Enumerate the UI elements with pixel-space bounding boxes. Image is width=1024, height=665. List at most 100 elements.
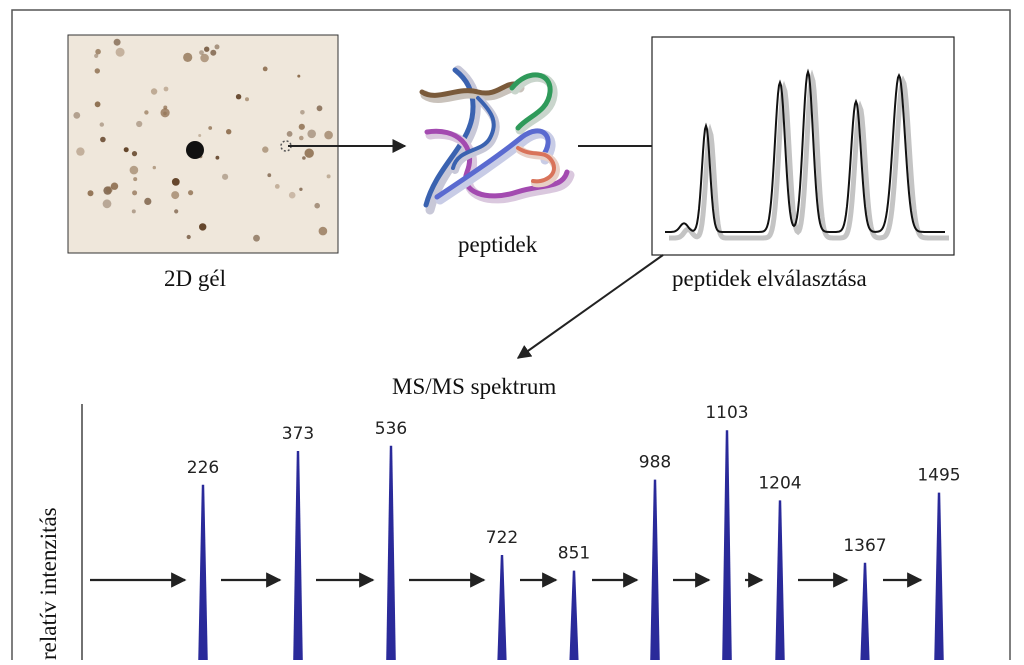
spectrum-peak bbox=[650, 479, 660, 665]
gel-spot bbox=[144, 110, 149, 115]
msms-spectrum: 226 373 536 722 851 988 1103 1204 1367 1495 bbox=[90, 403, 961, 665]
spectrum-peak bbox=[293, 451, 303, 665]
gel-spot bbox=[95, 48, 101, 55]
gel-spot bbox=[102, 199, 112, 209]
chromatogram-shadow-trace bbox=[669, 69, 949, 241]
peptide-strands-illustration bbox=[419, 65, 575, 215]
gel-spot bbox=[299, 187, 303, 191]
peak-mass-label: 1367 bbox=[843, 536, 886, 556]
spectrum-peak bbox=[775, 500, 785, 665]
gel-spot bbox=[99, 122, 105, 127]
gel-spot bbox=[94, 101, 101, 108]
gel-spot bbox=[171, 191, 180, 200]
gel-spot bbox=[94, 53, 99, 59]
gel-spot bbox=[160, 108, 170, 118]
gel-spot bbox=[113, 38, 121, 46]
spectrum-peak bbox=[198, 484, 208, 665]
gel-spot bbox=[208, 126, 213, 130]
gel-spot bbox=[214, 44, 220, 50]
gel-spot bbox=[314, 202, 321, 209]
gel-spots bbox=[73, 38, 333, 242]
peak-mass-label: 226 bbox=[187, 458, 219, 478]
y-axis-label: relatív intenzitás bbox=[36, 507, 61, 660]
gel-spot bbox=[300, 110, 305, 115]
gel-spot bbox=[262, 146, 269, 153]
gel-spot bbox=[76, 147, 85, 156]
outer-frame bbox=[11, 9, 1011, 665]
gel-spot-large bbox=[186, 141, 204, 159]
gel-spot bbox=[200, 53, 209, 63]
gel-spot bbox=[73, 112, 81, 119]
gel-spot bbox=[297, 74, 301, 78]
gel-spot bbox=[174, 209, 179, 214]
gel-spot bbox=[226, 129, 232, 135]
peptides-label: peptidek bbox=[458, 232, 538, 257]
arrow-separation-to-msms bbox=[516, 254, 664, 359]
peak-mass-label: 1495 bbox=[917, 466, 960, 486]
gel-spot bbox=[298, 123, 305, 130]
peak-mass-label: 988 bbox=[639, 453, 671, 473]
gel-spot bbox=[302, 156, 306, 160]
chromatogram-trace bbox=[665, 68, 945, 233]
msms-title: MS/MS spektrum bbox=[392, 374, 557, 399]
gel-spot bbox=[133, 177, 138, 182]
chromatogram-panel bbox=[651, 36, 955, 256]
gel-spot bbox=[299, 135, 304, 141]
gel-spot bbox=[326, 174, 331, 179]
gel-spot bbox=[210, 49, 217, 56]
gel-spot bbox=[245, 97, 249, 102]
gel-spot bbox=[253, 234, 260, 242]
gel-spot bbox=[318, 226, 328, 236]
gel-spot bbox=[316, 105, 323, 112]
gel-spot bbox=[94, 68, 101, 74]
gel-spot bbox=[307, 129, 317, 139]
gel-image bbox=[67, 34, 339, 254]
gel-spot bbox=[100, 136, 106, 143]
gel-spot bbox=[186, 234, 191, 240]
spectrum-peak bbox=[860, 562, 870, 665]
peak-mass-label: 536 bbox=[375, 419, 407, 439]
gel-spot bbox=[267, 173, 272, 178]
gel-spot bbox=[115, 47, 125, 57]
peak-mass-label: 722 bbox=[486, 528, 518, 548]
gel-spot bbox=[131, 151, 138, 157]
gel-spot bbox=[286, 131, 293, 137]
spectrum-peak bbox=[569, 570, 579, 665]
gel-spot bbox=[183, 52, 193, 63]
gel-spot bbox=[144, 197, 152, 205]
gel-spot bbox=[105, 186, 113, 194]
spectrum-peak bbox=[722, 430, 732, 665]
gel-spot bbox=[198, 134, 202, 137]
gel-spot bbox=[222, 173, 229, 180]
gel-spot bbox=[199, 223, 207, 231]
gel-spot bbox=[152, 165, 156, 170]
gel-spot bbox=[288, 191, 296, 199]
gel-spot bbox=[150, 88, 158, 95]
gel-spot bbox=[324, 130, 333, 140]
gel-spot bbox=[235, 94, 242, 100]
gel-spot bbox=[110, 182, 119, 190]
peak-mass-label: 1204 bbox=[758, 473, 801, 493]
gel-spot bbox=[136, 120, 143, 128]
spectrum-peak bbox=[497, 555, 507, 665]
gel-spot bbox=[204, 46, 210, 52]
peak-mass-label: 373 bbox=[282, 424, 314, 444]
gel-spot bbox=[188, 190, 194, 196]
gel-label: 2D gél bbox=[164, 266, 226, 291]
gel-spot bbox=[171, 178, 180, 186]
gel-spot bbox=[304, 148, 314, 158]
separation-label: peptidek elválasztása bbox=[672, 266, 867, 291]
gel-spot bbox=[199, 50, 204, 55]
gel-spot bbox=[215, 155, 220, 160]
gel-spot bbox=[131, 209, 136, 214]
gel-spot bbox=[123, 147, 129, 153]
gel-spot bbox=[129, 165, 139, 175]
gel-spot bbox=[262, 66, 268, 72]
peak-mass-label: 851 bbox=[558, 544, 590, 564]
spectrum-peak bbox=[934, 492, 944, 665]
spectrum-peak bbox=[386, 445, 396, 665]
gel-spot bbox=[163, 86, 169, 92]
gel-spot bbox=[132, 190, 138, 196]
